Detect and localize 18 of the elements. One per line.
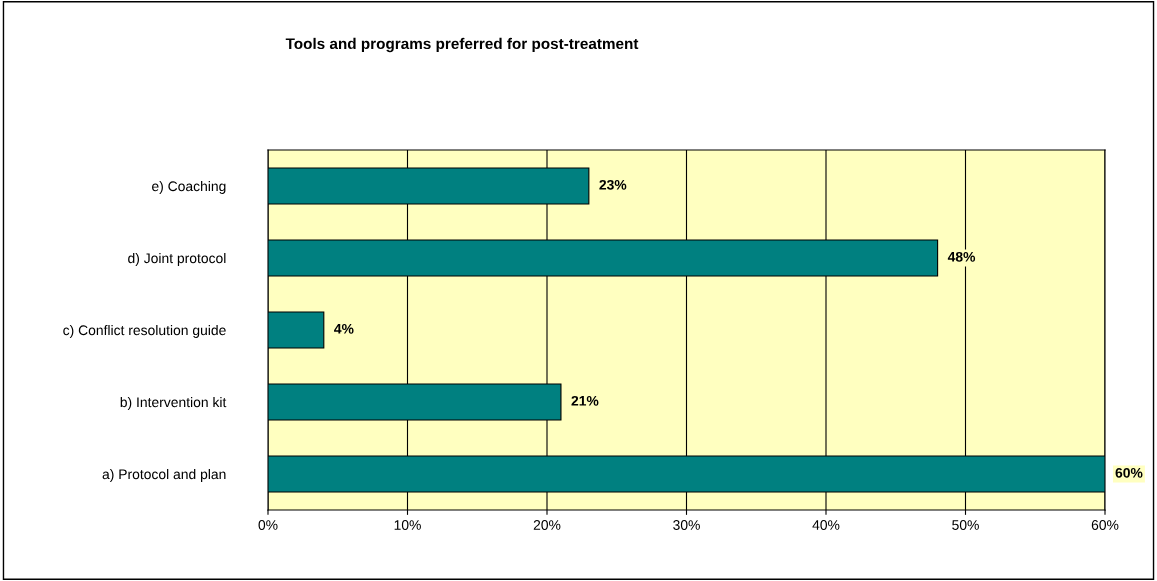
x-tick-label: 50% <box>952 520 979 530</box>
x-tick-label: 10% <box>394 520 421 530</box>
x-tick-label: 20% <box>533 520 561 530</box>
y-tick-label: b) Intervention kit <box>120 396 227 410</box>
y-tick-label: e) Coaching <box>152 180 226 194</box>
data-label: 21% <box>571 395 599 406</box>
y-tick-label: a) Protocol and plan <box>102 468 226 482</box>
data-label: 60% <box>1115 467 1143 478</box>
x-tick-label: 40% <box>812 520 840 530</box>
x-tick-label: 60% <box>1091 520 1119 530</box>
data-label: 23% <box>599 179 627 190</box>
y-tick-label: d) Joint protocol <box>128 252 226 266</box>
data-label: 48% <box>947 251 976 262</box>
data-label: 4% <box>334 323 354 334</box>
chart-title: Tools and programs preferred for post-treatment <box>285 37 639 53</box>
y-tick-label: c) Conflict resolution guide <box>63 324 226 338</box>
x-tick-label: 30% <box>673 520 700 530</box>
x-tick-label: 0% <box>258 520 278 530</box>
